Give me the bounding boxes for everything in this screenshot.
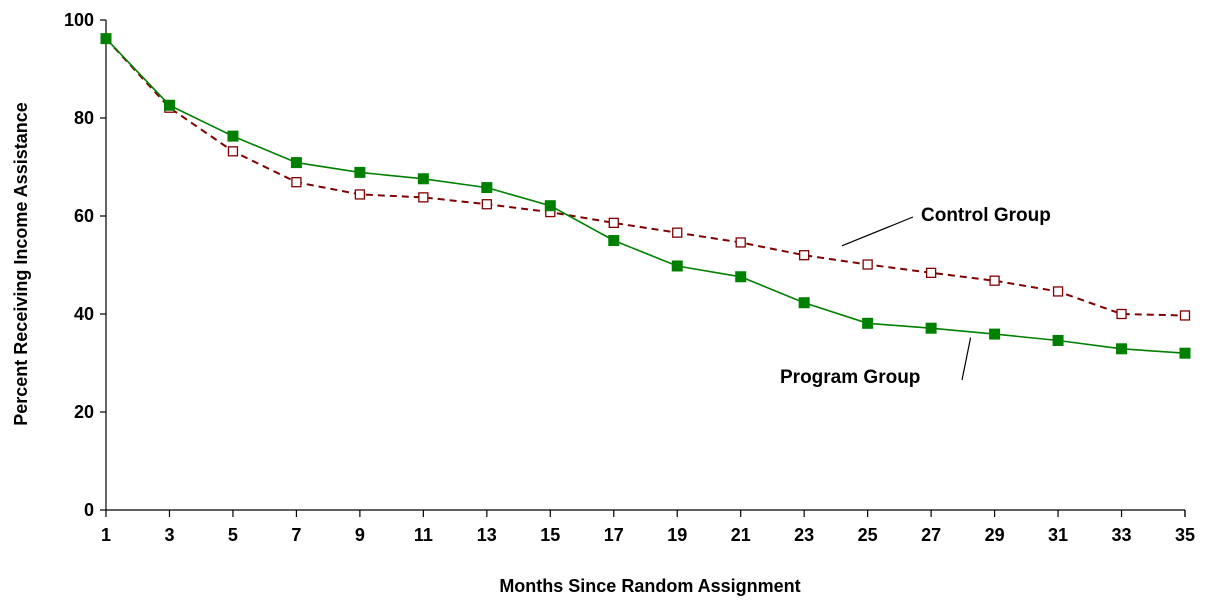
axes <box>100 19 1186 517</box>
x-tick-label: 29 <box>985 525 1005 545</box>
control-group-marker <box>291 177 302 188</box>
y-tick-label: 100 <box>64 10 94 30</box>
program-group-marker <box>735 271 747 283</box>
x-tick-label: 5 <box>228 525 238 545</box>
x-tick-label: 25 <box>858 525 878 545</box>
x-tick-label: 35 <box>1175 525 1195 545</box>
control-group-marker <box>735 237 746 248</box>
control-group-marker <box>608 217 619 229</box>
y-axis-title: Percent Receiving Income Assistance <box>11 102 31 425</box>
program-group-marker <box>354 166 366 178</box>
control-group-line <box>105 37 1186 317</box>
series-lines <box>105 37 1186 354</box>
annotations: Control Group Program Group <box>780 205 1051 388</box>
x-tick-label: 7 <box>291 525 301 545</box>
control-group-marker <box>672 227 683 238</box>
x-tick-label: 17 <box>604 525 624 545</box>
program-group-marker <box>608 235 620 246</box>
control-group-marker <box>354 189 366 200</box>
x-tick-label: 1 <box>101 525 111 545</box>
control-group-marker <box>989 275 1000 286</box>
program-group-marker <box>798 297 810 309</box>
control-group-label: Control Group <box>921 205 1051 226</box>
program-group-marker <box>417 173 429 185</box>
program-group-marker <box>989 328 1001 340</box>
x-tick-label: 19 <box>667 525 687 545</box>
x-tick-label: 27 <box>921 525 941 545</box>
program-group-leader-line <box>961 337 972 381</box>
x-tick-label: 11 <box>414 525 433 545</box>
x-tick-label: 33 <box>1112 525 1132 545</box>
control-group-marker <box>1179 310 1191 321</box>
control-group-marker <box>862 259 873 270</box>
program-group-marker <box>163 99 175 111</box>
program-group-marker <box>925 322 937 334</box>
y-tick-label: 20 <box>74 402 94 422</box>
control-group-marker <box>1052 286 1064 297</box>
program-group-marker <box>1179 347 1191 359</box>
program-group-marker <box>544 200 556 212</box>
program-group-marker <box>227 130 239 142</box>
program-group-marker <box>862 317 874 329</box>
series-markers <box>100 33 1191 359</box>
y-tick-label: 60 <box>74 206 94 226</box>
x-tick-label: 3 <box>164 525 174 545</box>
x-axis-title: Months Since Random Assignment <box>499 576 800 596</box>
y-tick-label: 0 <box>84 500 94 520</box>
y-tick-label: 40 <box>74 304 94 324</box>
control-group-marker <box>227 146 239 157</box>
program-group-marker <box>290 157 302 169</box>
program-group-marker <box>100 33 112 45</box>
program-group-marker <box>1052 334 1064 346</box>
x-tick-label: 13 <box>477 525 497 545</box>
control-group-marker <box>1116 308 1127 320</box>
x-tick-label: 31 <box>1048 525 1068 545</box>
control-group-marker <box>418 192 429 203</box>
program-group-marker <box>671 260 683 272</box>
control-group-marker <box>925 267 937 278</box>
x-tick-label: 21 <box>731 525 751 545</box>
control-group-leader-line <box>841 216 914 247</box>
program-group-marker <box>481 182 493 194</box>
y-tick-label: 80 <box>74 108 94 128</box>
x-tick-label: 23 <box>794 525 814 545</box>
control-group-marker <box>799 250 810 261</box>
program-group-line <box>105 38 1186 354</box>
program-group-label: Program Group <box>780 367 920 388</box>
control-group-marker <box>481 199 492 210</box>
program-group-marker <box>1116 343 1128 355</box>
x-tick-label: 15 <box>540 525 560 545</box>
x-tick-label: 9 <box>355 525 365 545</box>
